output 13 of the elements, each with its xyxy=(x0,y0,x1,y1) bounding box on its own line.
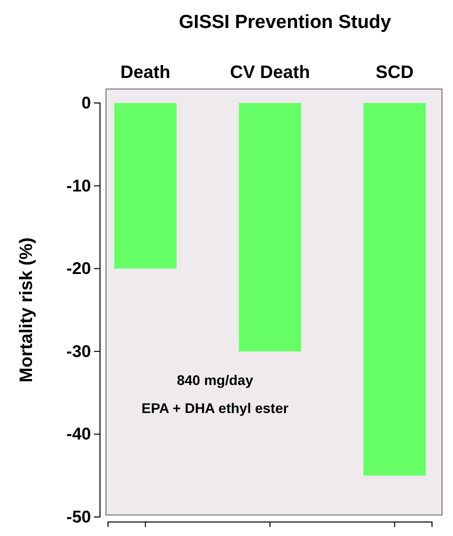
y-tick-label: -50 xyxy=(66,507,91,526)
y-tick-label: -30 xyxy=(66,342,91,361)
x-tick-label: Death xyxy=(120,62,170,82)
y-tick-label: -10 xyxy=(66,176,91,196)
y-tick-label: 0 xyxy=(82,93,91,112)
y-axis-title: Mortality risk (%) xyxy=(16,237,36,383)
y-tick-label: -40 xyxy=(66,424,91,444)
annotation: EPA + DHA ethyl ester xyxy=(142,400,290,416)
y-tick-label: -20 xyxy=(66,259,91,278)
x-tick-label: CV Death xyxy=(230,62,310,82)
x-tick-label: SCD xyxy=(376,62,414,82)
chart-title: GISSI Prevention Study xyxy=(178,12,392,33)
annotation: 840 mg/day xyxy=(176,372,254,388)
